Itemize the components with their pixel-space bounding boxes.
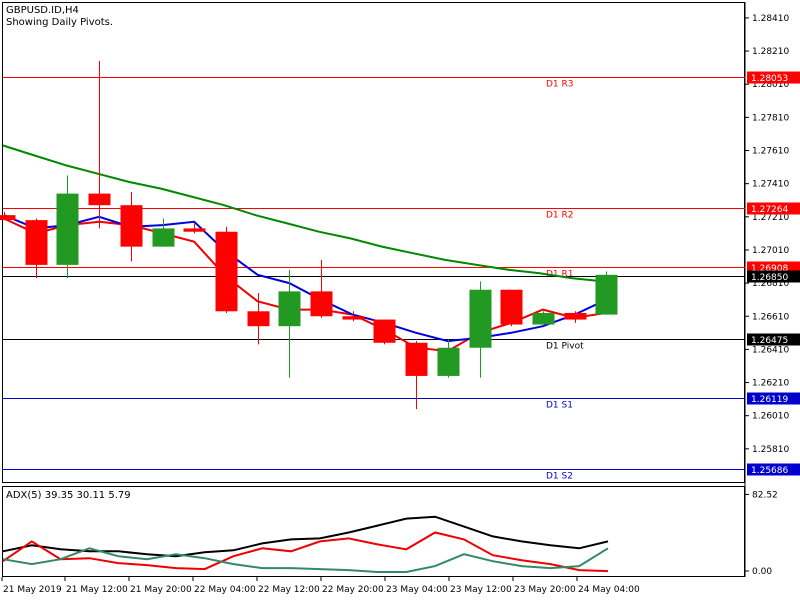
- price-tags: 1.28053 1.27264 1.26908 1.26475 1.26119 1.256…: [747, 71, 800, 476]
- candle-body: [25, 220, 48, 265]
- level-price-box: [747, 71, 800, 84]
- candle-body: [500, 289, 523, 325]
- adx-line: [2, 547, 609, 573]
- candle-body: [0, 215, 16, 221]
- time-tick-label: 24 May 04:00: [578, 585, 640, 595]
- ma-fast-line: [3, 214, 607, 343]
- candle-body: [310, 291, 333, 317]
- price-axis-ticks: 1.28410 1.28210 1.28010 1.27810 1.27610 1.274…: [745, 14, 789, 455]
- time-tick-label: 23 May 12:00: [450, 585, 512, 595]
- time-tick-label: 22 May 20:00: [322, 585, 384, 595]
- main-plot-frame: [2, 2, 745, 483]
- time-tick-label: 23 May 04:00: [386, 585, 448, 595]
- price-tick-label: 1.26410: [752, 345, 789, 355]
- level-label: D1 R1: [546, 270, 574, 280]
- level-label: D1 R3: [546, 80, 574, 90]
- level-price-text: 1.25686: [751, 466, 788, 476]
- symbol-label: GBPUSD.ID,H4: [6, 5, 79, 16]
- price-tick-label: 1.26810: [752, 279, 789, 289]
- time-tick-label: 21 May 2019: [3, 585, 62, 595]
- candle-body: [564, 312, 587, 320]
- price-tick-label: 1.27410: [752, 180, 789, 190]
- candle-body: [183, 228, 206, 232]
- candle-body: [56, 193, 79, 265]
- candle-body: [88, 193, 111, 206]
- candles: [0, 61, 618, 410]
- level-price-box: [747, 463, 800, 476]
- candle-body: [532, 312, 555, 325]
- level-price-box: [747, 202, 800, 215]
- candle-body: [120, 205, 143, 247]
- time-axis: 21 May 2019 21 May 12:00 21 May 20:00 22 Ma…: [1, 577, 640, 595]
- level-price-text: 1.26119: [751, 395, 788, 405]
- candle-body: [437, 347, 460, 376]
- price-tick-label: 1.27810: [752, 113, 789, 123]
- candle-body: [278, 291, 301, 327]
- level-label: D1 S2: [546, 472, 573, 482]
- candle-body: [152, 228, 175, 247]
- time-tick-label: 23 May 20:00: [514, 585, 576, 595]
- level-price-box: [747, 392, 800, 405]
- level-price-text: 1.28053: [751, 74, 788, 84]
- candle-body: [215, 231, 238, 312]
- level-price-text: 1.26908: [751, 264, 788, 274]
- time-tick-label: 21 May 20:00: [130, 585, 192, 595]
- price-tick-label: 1.27010: [752, 246, 789, 256]
- pivot-levels: D1 R3 D1 R2 D1 R1 D1 Pivot D1 S1 D1 S2: [3, 77, 745, 482]
- level-label: D1 S1: [546, 401, 573, 411]
- price-tick-label: 1.27210: [752, 213, 789, 223]
- candle-body: [405, 342, 428, 376]
- ma-slow-line: [2, 144, 604, 283]
- candle-body: [373, 319, 396, 343]
- time-tick-label: 21 May 12:00: [66, 585, 128, 595]
- adx-tick-label: 0.00: [752, 567, 772, 577]
- level-price-text: 1.27264: [751, 205, 788, 215]
- adx-tick-label: 82.52: [752, 490, 778, 500]
- moving-averages: [2, 144, 607, 353]
- candle-body: [469, 289, 492, 348]
- price-tick-label: 1.26610: [752, 312, 789, 322]
- price-tick-label: 1.28010: [752, 80, 789, 90]
- adx-line: [2, 531, 609, 573]
- level-label: D1 Pivot: [546, 342, 584, 352]
- time-tick-label: 22 May 12:00: [258, 585, 320, 595]
- candle-body: [342, 316, 365, 320]
- ma-red-line: [3, 217, 607, 353]
- current-price-box: [747, 270, 800, 283]
- price-tick-label: 1.28410: [752, 14, 789, 24]
- current-price-text: 1.26850: [751, 273, 788, 283]
- price-tick-label: 1.28210: [752, 47, 789, 57]
- time-tick-label: 22 May 04:00: [194, 585, 256, 595]
- price-tick-label: 1.25810: [752, 445, 789, 455]
- level-label: D1 R2: [546, 211, 574, 221]
- candle-body: [247, 311, 270, 327]
- level-price-text: 1.26475: [751, 336, 788, 346]
- pivots-label: Showing Daily Pivots.: [6, 17, 113, 28]
- candle-body: [595, 274, 618, 315]
- price-tick-label: 1.26210: [752, 379, 789, 389]
- adx-title: ADX(5) 39.35 30.11 5.79: [6, 490, 131, 501]
- level-price-box: [747, 333, 800, 346]
- adx-indicator: 82.52 0.00: [2, 490, 778, 577]
- price-tick-label: 1.26010: [752, 412, 789, 422]
- price-tick-label: 1.27610: [752, 147, 789, 157]
